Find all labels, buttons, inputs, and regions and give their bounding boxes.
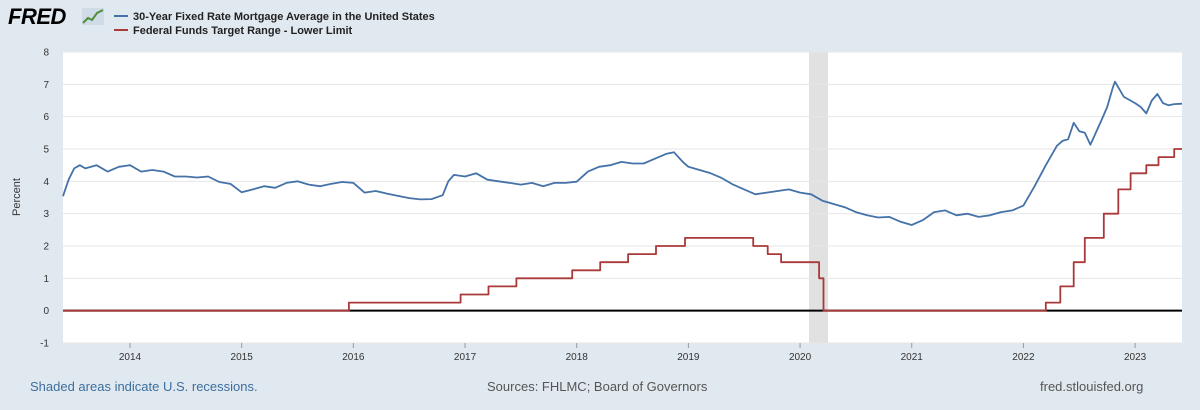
series-line-mortgage[interactable] (62, 80, 1183, 226)
legend-item-fedfunds[interactable]: Federal Funds Target Range - Lower Limit (114, 25, 352, 39)
recession-note: Shaded areas indicate U.S. recessions. (30, 379, 258, 394)
x-tick-label: 2022 (1012, 352, 1035, 363)
x-tick-label: 2021 (901, 352, 924, 363)
y-axis-label: Percent (11, 178, 23, 216)
y-tick-label: 8 (43, 48, 49, 59)
y-tick-label: 2 (43, 242, 49, 253)
legend-swatch-fedfunds (114, 29, 128, 32)
x-tick-label: 2018 (566, 352, 589, 363)
x-axis: 2014 2015 2016 2017 2018 2019 2020 2021 2022 2023 (119, 343, 1147, 363)
series-layer (62, 80, 1183, 312)
y-tick-label: 6 (43, 112, 49, 123)
plot-area (63, 52, 1182, 343)
x-tick-label: 2023 (1124, 352, 1147, 363)
sources-text: Sources: FHLMC; Board of Governors (487, 379, 708, 394)
x-tick-label: 2019 (677, 352, 700, 363)
chart-header: FRED 30-Year Fixed Rate Mortgage Average… (0, 0, 1200, 44)
y-tick-label: 3 (43, 209, 49, 220)
y-tick-label: 0 (43, 306, 49, 317)
x-tick-label: 2017 (454, 352, 477, 363)
y-tick-label: 7 (43, 80, 49, 91)
chart[interactable]: -1 0 1 2 3 4 5 6 7 8 2014 2015 2016 2017 2018 2019 2020… (0, 40, 1200, 370)
y-tick-label: -1 (40, 339, 49, 350)
legend-swatch-mortgage (114, 15, 128, 18)
x-tick-label: 2015 (231, 352, 254, 363)
series-line-fedfunds[interactable] (63, 148, 1182, 312)
legend-item-mortgage[interactable]: 30-Year Fixed Rate Mortgage Average in t… (114, 11, 435, 25)
site-link[interactable]: fred.stlouisfed.org (1040, 379, 1144, 394)
y-axis: -1 0 1 2 3 4 5 6 7 8 (40, 48, 49, 350)
fred-logo[interactable]: FRED (8, 4, 66, 29)
legend-label-fedfunds: Federal Funds Target Range - Lower Limit (133, 25, 353, 37)
y-tick-label: 1 (43, 274, 49, 285)
y-tick-label: 4 (43, 177, 49, 188)
fred-logo-graph-icon (82, 8, 104, 25)
y-tick-label: 5 (43, 145, 49, 156)
legend-label-mortgage: 30-Year Fixed Rate Mortgage Average in t… (133, 11, 435, 23)
x-tick-label: 2020 (789, 352, 812, 363)
x-tick-label: 2014 (119, 352, 142, 363)
x-tick-label: 2016 (342, 352, 365, 363)
